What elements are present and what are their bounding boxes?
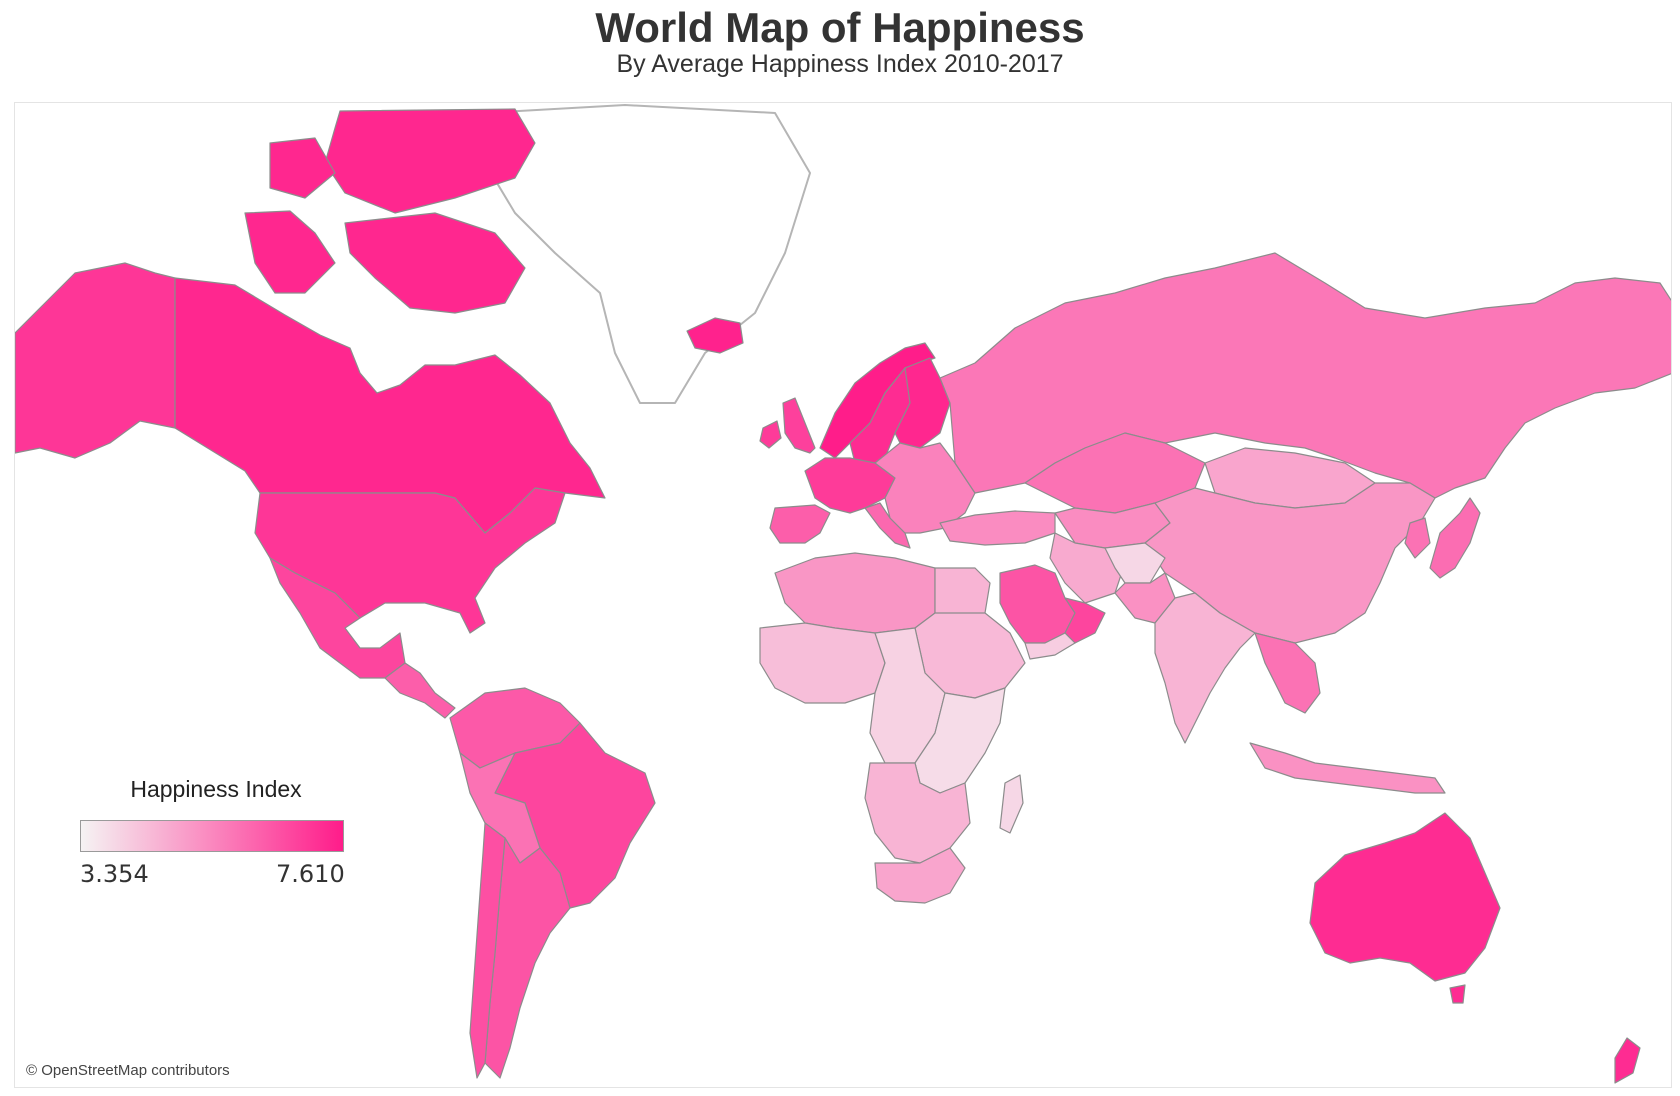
region-australia[interactable] [1309,812,1501,982]
region-iceland[interactable] [686,317,744,354]
page-title: World Map of Happiness [595,4,1085,51]
legend-min-label: 3.354 [80,860,149,888]
region-greenland[interactable] [484,104,811,404]
region-south-africa[interactable] [874,847,966,904]
region-alaska[interactable] [15,262,176,459]
legend-gradient-bar [80,820,344,852]
map-canvas[interactable] [15,103,1672,1088]
region-canada-islands-2[interactable] [324,108,536,214]
region-tasmania[interactable] [1449,984,1466,1004]
region-indonesia[interactable] [1249,742,1446,794]
legend-title: Happiness Index [130,776,302,802]
region-yemen[interactable] [1024,632,1076,660]
region-chile[interactable] [469,822,506,1079]
region-china[interactable] [1144,482,1436,644]
region-ireland[interactable] [759,420,782,449]
region-madagascar[interactable] [999,774,1024,834]
world-map[interactable] [14,102,1672,1088]
region-mexico[interactable] [269,557,406,679]
region-canada-islands-3[interactable] [344,212,526,314]
region-korea[interactable] [1404,517,1431,559]
region-united-kingdom[interactable] [782,397,816,454]
region-finland[interactable] [894,357,951,449]
region-italy[interactable] [864,502,911,549]
page-subtitle: By Average Happiness Index 2010-2017 [616,50,1064,78]
region-west-africa[interactable] [759,622,886,704]
region-iberia[interactable] [769,504,831,544]
region-north-africa[interactable] [774,552,936,634]
legend-max-label: 7.610 [276,860,345,888]
region-japan[interactable] [1429,497,1481,579]
region-southern-africa[interactable] [864,762,971,864]
region-central-america[interactable] [384,662,456,719]
region-new-zealand[interactable] [1614,1037,1641,1084]
region-gulf-states[interactable] [1064,597,1106,644]
region-egypt[interactable] [934,567,991,616]
region-india[interactable] [1154,592,1256,744]
color-legend: Happiness Index 3.354 7.610 [80,776,352,896]
region-canada-islands[interactable] [244,210,336,294]
region-southeast-asia[interactable] [1254,632,1321,714]
map-attribution: © OpenStreetMap contributors [26,1062,230,1079]
region-kazakhstan[interactable] [1024,432,1206,514]
region-canada-islands-4[interactable] [269,137,336,199]
